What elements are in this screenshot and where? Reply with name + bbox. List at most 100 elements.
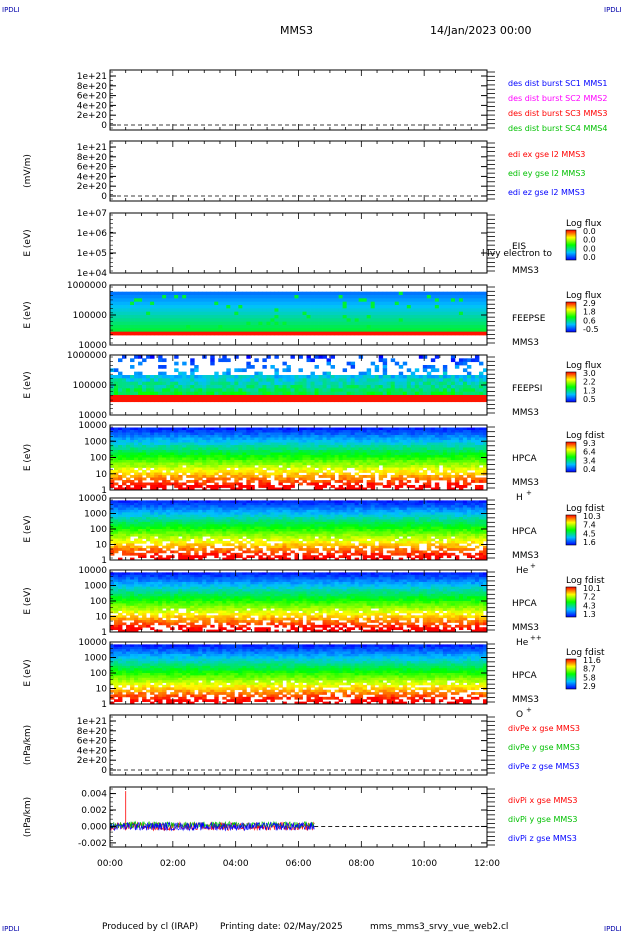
spectrogram-cell bbox=[307, 433, 311, 436]
spectrogram-cell bbox=[290, 312, 294, 316]
spectrogram-cell bbox=[387, 433, 391, 436]
spectrogram-cell bbox=[290, 435, 294, 438]
spectrogram-cell bbox=[459, 298, 463, 302]
spectrogram-cell bbox=[359, 460, 363, 463]
spectrogram-cell bbox=[286, 470, 290, 473]
spectrogram-cell bbox=[174, 305, 178, 309]
spectrogram-cell bbox=[323, 325, 327, 329]
spectrogram-cell bbox=[371, 463, 375, 466]
spectrogram-cell bbox=[178, 440, 182, 443]
spectrogram-cell bbox=[182, 483, 186, 486]
spectrogram-cell bbox=[335, 433, 339, 436]
spectrogram-cell bbox=[447, 430, 451, 433]
spectrogram-cell bbox=[170, 302, 174, 306]
spectrogram-cell bbox=[391, 308, 395, 312]
spectrogram-cell bbox=[387, 305, 391, 309]
spectrogram-cell bbox=[391, 468, 395, 471]
spectrogram-cell bbox=[142, 478, 146, 481]
spectrogram-cell bbox=[455, 365, 459, 369]
spectrogram-cell bbox=[250, 385, 254, 389]
spectrogram-cell bbox=[250, 375, 254, 379]
spectrogram-cell bbox=[254, 443, 258, 446]
spectrogram-cell bbox=[367, 392, 371, 396]
spectrogram-cell bbox=[347, 463, 351, 466]
spectrogram-cell bbox=[234, 385, 238, 389]
spectrogram-cell bbox=[431, 463, 435, 466]
spectrogram-cell bbox=[290, 480, 294, 483]
spectrogram-cell bbox=[351, 485, 355, 488]
spectrogram-cell bbox=[138, 468, 142, 471]
spectrogram-cell bbox=[331, 455, 335, 458]
spectrogram-cell bbox=[339, 450, 343, 453]
spectrogram-cell bbox=[266, 460, 270, 463]
spectrogram-cell bbox=[186, 328, 190, 332]
spectrogram-cell bbox=[463, 438, 467, 441]
spectrogram-cell bbox=[262, 392, 266, 396]
spectrogram-cell bbox=[154, 443, 158, 446]
y-tick-label-des-dist: 6e+20 bbox=[77, 92, 108, 102]
spectrogram-cell bbox=[150, 312, 154, 316]
spectrogram-cell bbox=[206, 318, 210, 322]
spectrogram-cell bbox=[294, 328, 298, 332]
spectrogram-cell bbox=[379, 378, 383, 382]
spectrogram-cell bbox=[238, 485, 242, 488]
spectrogram-cell bbox=[198, 395, 202, 399]
spectrogram-cell bbox=[278, 332, 282, 336]
spectrogram-cell bbox=[467, 455, 471, 458]
spectrogram-cell bbox=[427, 318, 431, 322]
spectrogram-cell bbox=[443, 305, 447, 309]
spectrogram-cell bbox=[375, 458, 379, 461]
spectrogram-cell bbox=[359, 435, 363, 438]
legend-entry-edi-e: edi ez gse l2 MMS3 bbox=[508, 188, 585, 197]
spectrogram-cell bbox=[443, 295, 447, 299]
spectrogram-cell bbox=[290, 292, 294, 296]
spectrogram-cell bbox=[134, 392, 138, 396]
spectrogram-cell bbox=[174, 362, 178, 366]
spectrogram-cell bbox=[331, 318, 335, 322]
spectrogram-cell bbox=[375, 483, 379, 486]
spectrogram-cell bbox=[395, 322, 399, 326]
spectrogram-cell bbox=[198, 332, 202, 336]
spectrogram-cell bbox=[166, 305, 170, 309]
spectrogram-cell bbox=[194, 470, 198, 473]
spectrogram-cell bbox=[335, 430, 339, 433]
spectrogram-cell bbox=[150, 315, 154, 319]
spectrogram-cell bbox=[118, 531, 122, 534]
spectrogram-cell bbox=[262, 438, 266, 441]
spectrogram-cell bbox=[311, 470, 315, 473]
spectrogram-cell bbox=[395, 332, 399, 336]
spectrogram-cell bbox=[134, 433, 138, 436]
spectrogram-cell bbox=[138, 541, 142, 544]
spectrogram-cell bbox=[186, 445, 190, 448]
spectrogram-cell bbox=[467, 443, 471, 446]
spectrogram-cell bbox=[347, 375, 351, 379]
spectrogram-cell bbox=[226, 305, 230, 309]
spectrogram-cell bbox=[270, 295, 274, 299]
spectrogram-cell bbox=[274, 322, 278, 326]
spectrogram-cell bbox=[138, 443, 142, 446]
spectrogram-cell bbox=[463, 332, 467, 336]
spectrogram-cell bbox=[286, 318, 290, 322]
spectrogram-cell bbox=[122, 539, 126, 542]
spectrogram-cell bbox=[290, 395, 294, 399]
spectrogram-cell bbox=[347, 453, 351, 456]
spectrogram-cell bbox=[158, 382, 162, 386]
spectrogram-cell bbox=[303, 315, 307, 319]
spectrogram-cell bbox=[371, 438, 375, 441]
spectrogram-cell bbox=[122, 450, 126, 453]
spectrogram-cell bbox=[150, 388, 154, 392]
spectrogram-cell bbox=[379, 430, 383, 433]
spectrogram-cell bbox=[222, 382, 226, 386]
spectrogram-cell bbox=[379, 448, 383, 451]
spectrogram-cell bbox=[242, 473, 246, 476]
spectrogram-cell bbox=[130, 531, 134, 534]
spectrogram-cell bbox=[351, 478, 355, 481]
spectrogram-cell bbox=[130, 388, 134, 392]
spectrogram-cell bbox=[423, 473, 427, 476]
spectrogram-cell bbox=[182, 440, 186, 443]
spectrogram-cell bbox=[391, 430, 395, 433]
spectrogram-cell bbox=[331, 332, 335, 336]
spectrogram-cell bbox=[210, 328, 214, 332]
spectrogram-cell bbox=[351, 292, 355, 296]
spectrogram-cell bbox=[194, 483, 198, 486]
